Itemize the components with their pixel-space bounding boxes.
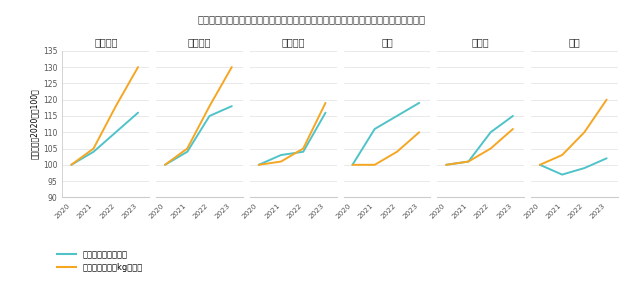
Legend: 可処分所得の中央値, ペットフード１kg毎単価: 可処分所得の中央値, ペットフード１kg毎単価 [54, 247, 146, 275]
Y-axis label: 成長指数（2020年＝100）: 成長指数（2020年＝100） [30, 89, 39, 159]
Title: ブラジル: ブラジル [188, 37, 212, 47]
Title: イギリス: イギリス [281, 37, 305, 47]
Title: ドイツ: ドイツ [472, 37, 489, 47]
Title: 日本: 日本 [568, 37, 580, 47]
Title: 中国: 中国 [381, 37, 393, 47]
Text: ペットケア市場主要国における、可処分所得の中央値とペットフード単価推移の比較: ペットケア市場主要国における、可処分所得の中央値とペットフード単価推移の比較 [198, 14, 426, 24]
Title: アメリカ: アメリカ [94, 37, 117, 47]
